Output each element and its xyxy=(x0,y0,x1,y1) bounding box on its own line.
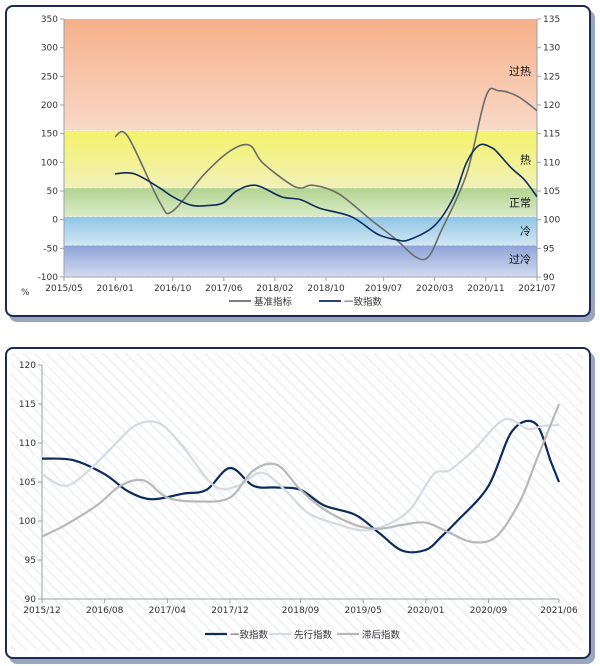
legend-label: 一致指数 xyxy=(344,296,383,308)
x-tick-label: 2021/06 xyxy=(540,606,578,616)
benchmark-index-chart: 350 300 250 200 150 100 50 0 -50 -100 135 130 125 120… xyxy=(21,15,560,308)
y-tick-label-left: 0 xyxy=(52,216,58,226)
y-axis-unit-label: % xyxy=(21,288,30,298)
x-tick-label: 2019/07 xyxy=(365,284,402,294)
y-tick-label-right: 130 xyxy=(543,44,560,54)
y-tick-label: 100 xyxy=(19,517,36,527)
x-tick-label: 2020/03 xyxy=(416,284,453,294)
zone-band xyxy=(64,130,537,189)
y-tick-label-right: 135 xyxy=(543,15,560,25)
x-tick-label: 2015/12 xyxy=(23,606,60,616)
zone-label: 过热 xyxy=(509,65,531,78)
x-tick-label: 2018/02 xyxy=(256,284,293,294)
zone-band xyxy=(64,216,537,246)
x-tick-label: 2017/04 xyxy=(149,606,187,616)
series-line xyxy=(115,143,538,242)
zone-band xyxy=(64,245,537,277)
y-tick-label-right: 125 xyxy=(543,72,560,82)
x-tick-label: 2017/06 xyxy=(205,284,243,294)
y-tick-label-right: 120 xyxy=(543,101,560,111)
x-tick-label: 2015/05 xyxy=(45,284,82,294)
y-tick-label-left: -100 xyxy=(38,273,59,283)
legend-label: 滞后指数 xyxy=(362,629,401,641)
y-tick-label-right: 105 xyxy=(543,187,560,197)
y-tick-label-left: 50 xyxy=(47,187,59,197)
y-tick-label-left: 200 xyxy=(41,101,58,111)
y-tick-label-right: 90 xyxy=(543,273,555,283)
chart-panel-1: 350 300 250 200 150 100 50 0 -50 -100 135 130 125 120… xyxy=(5,5,591,317)
y-tick-label-left: 300 xyxy=(41,44,58,54)
zone-label: 冷 xyxy=(520,225,531,238)
chart-panel-2: 120 115 110 105 100 95 90 2015/12 2016/08 2017/04… xyxy=(5,347,591,659)
y-tick-label: 105 xyxy=(19,478,36,488)
series-line xyxy=(41,403,561,544)
y-tick-label-left: 150 xyxy=(41,130,58,140)
x-tick-label: 2017/12 xyxy=(211,606,248,616)
y-tick-label: 120 xyxy=(19,361,36,371)
x-tick-label: 2016/01 xyxy=(96,284,133,294)
x-tick-label: 2016/10 xyxy=(154,284,192,294)
legend-label: 一致指数 xyxy=(230,629,269,641)
y-tick-label-right: 95 xyxy=(543,244,554,254)
x-tick-label: 2021/07 xyxy=(518,284,555,294)
y-tick-label: 110 xyxy=(19,439,36,449)
x-tick-label: 2018/09 xyxy=(282,606,320,616)
zone-label: 热 xyxy=(520,153,531,166)
x-tick-label: 2016/08 xyxy=(86,606,124,616)
y-tick-label-right: 100 xyxy=(543,216,560,226)
series-line xyxy=(114,87,538,261)
legend-label: 先行指数 xyxy=(294,629,333,641)
x-tick-label: 2020/11 xyxy=(467,284,504,294)
y-tick-label-left: -50 xyxy=(43,244,58,254)
zone-label: 过冷 xyxy=(509,253,531,266)
zone-label: 正常 xyxy=(509,196,531,209)
x-tick-label: 2020/09 xyxy=(470,606,508,616)
y-tick-label: 95 xyxy=(25,556,36,566)
y-tick-label-left: 250 xyxy=(41,72,58,82)
zone-band xyxy=(64,188,537,217)
x-tick-label: 2020/01 xyxy=(407,606,444,616)
x-tick-label: 2019/05 xyxy=(344,606,381,616)
x-tick-label: 2018/10 xyxy=(307,284,345,294)
y-tick-label-left: 350 xyxy=(41,15,58,25)
y-tick-label: 90 xyxy=(25,595,37,605)
legend-label: 基准指标 xyxy=(254,296,293,308)
y-tick-label: 115 xyxy=(19,400,36,410)
y-tick-label-right: 115 xyxy=(543,130,560,140)
y-tick-label-left: 100 xyxy=(41,158,58,168)
y-tick-label-right: 110 xyxy=(543,158,560,168)
zone-band xyxy=(64,19,537,131)
series-line xyxy=(41,417,560,532)
